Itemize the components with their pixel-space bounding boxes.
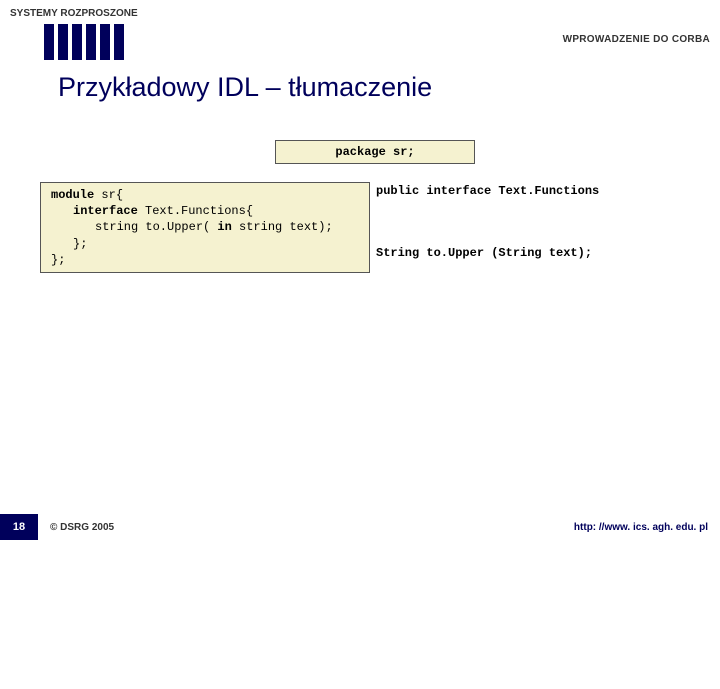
footer-url: http: //www. ics. agh. edu. pl [574, 522, 708, 533]
java-interface: public interface Text.Functions [376, 184, 710, 198]
course-header: SYSTEMY ROZPROSZONE [10, 8, 710, 19]
idl-close1: }; [51, 236, 359, 252]
idl-close2: }; [51, 252, 359, 268]
idl-kw-interface: interface [73, 204, 138, 218]
copyright: © DSRG 2005 [50, 522, 114, 533]
page-title: Przykładowy IDL – tłumaczenie [58, 72, 432, 103]
code-area: package sr; module sr{ interface Text.Fu… [40, 140, 710, 273]
header-bars [44, 24, 124, 60]
java-method: String to.Upper (String text); [376, 246, 710, 260]
idl-text: Text.Functions{ [138, 204, 253, 218]
package-box: package sr; [275, 140, 475, 164]
idl-kw-in: in [217, 220, 231, 234]
idl-kw-module: module [51, 188, 94, 202]
java-side: public interface Text.Functions String t… [376, 182, 710, 260]
footer: 18 © DSRG 2005 http: //www. ics. agh. ed… [0, 514, 720, 540]
idl-box: module sr{ interface Text.Functions{ str… [40, 182, 370, 273]
idl-text: string text); [232, 220, 333, 234]
page-number: 18 [0, 514, 38, 540]
section-header: WPROWADZENIE DO CORBA [563, 34, 710, 45]
idl-text: sr{ [94, 188, 123, 202]
idl-text: string to.Upper( [95, 220, 217, 234]
